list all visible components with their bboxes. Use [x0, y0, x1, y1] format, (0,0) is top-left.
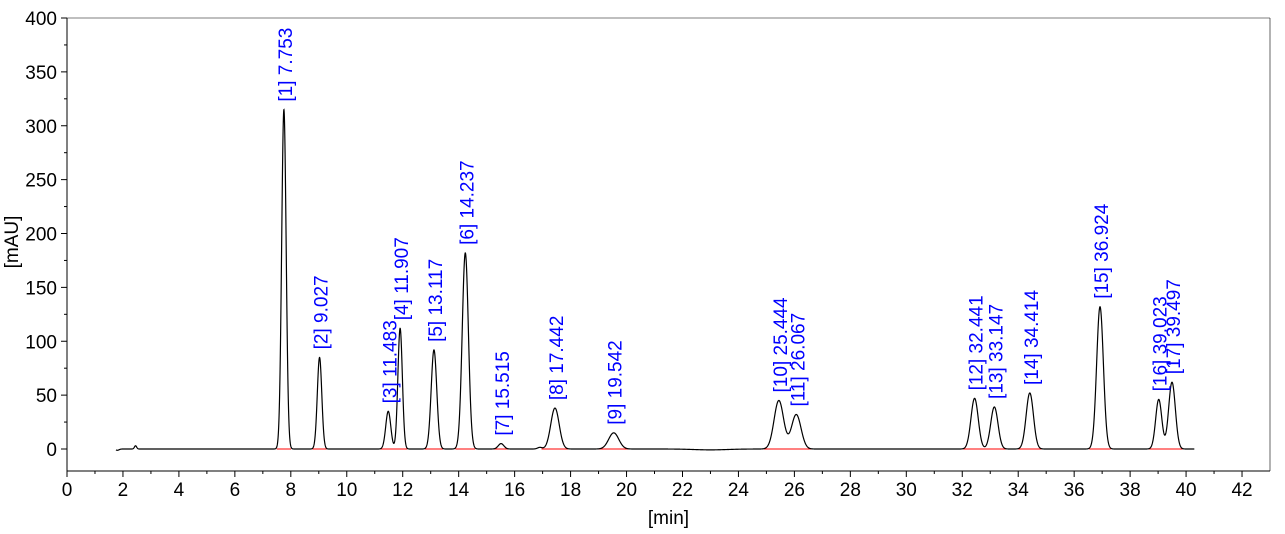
- y-tick-label: 250: [25, 171, 57, 192]
- x-tick-label: 34: [1008, 480, 1030, 501]
- x-tick-label: 42: [1231, 480, 1252, 501]
- y-axis-label: [mAU]: [2, 216, 23, 269]
- peak-label: [13] 33.147: [986, 304, 1007, 399]
- x-tick-label: 22: [672, 480, 693, 501]
- peak-label: [12] 32.441: [967, 295, 988, 390]
- peak-label: [16] 39.023: [1151, 296, 1172, 391]
- peak-label: [8] 17.442: [547, 316, 568, 401]
- chromatogram-trace: [115, 108, 1195, 451]
- x-tick-label: 30: [896, 480, 917, 501]
- y-tick-label: 100: [25, 332, 57, 353]
- x-tick-label: 12: [392, 480, 413, 501]
- peak-label: [2] 9.027: [312, 275, 333, 349]
- x-tick-label: 32: [952, 480, 973, 501]
- y-tick-label: 0: [46, 440, 57, 461]
- y-tick-label: 350: [25, 63, 57, 84]
- peak-label: [1] 7.753: [276, 28, 297, 102]
- x-tick-label: 26: [784, 480, 805, 501]
- x-tick-label: 4: [174, 480, 185, 501]
- y-tick-label: 200: [25, 225, 57, 246]
- peak-label: [3] 11.483: [380, 320, 401, 403]
- x-axis-label: [min]: [648, 508, 689, 529]
- peak-label: [14] 34.414: [1022, 289, 1043, 385]
- x-tick-label: 16: [504, 480, 525, 501]
- y-tick-label: 400: [25, 9, 57, 30]
- axes: 0 2 4 6 8 10 12 14 16 18 20 22 24 26 28 30 32 34 36 38 40 420…: [25, 9, 1271, 501]
- y-tick-label: 300: [25, 117, 57, 138]
- x-tick-label: 8: [286, 480, 297, 501]
- peak-label: [9] 19.542: [606, 340, 627, 425]
- x-tick-label: 10: [336, 480, 357, 501]
- peak-label: [4] 11.907: [392, 237, 413, 320]
- y-tick-label: 150: [25, 278, 57, 299]
- peak-label: [11] 26.067: [788, 313, 809, 407]
- x-tick-label: 18: [560, 480, 581, 501]
- peak-label: [6] 14.237: [457, 160, 478, 245]
- x-tick-label: 28: [840, 480, 861, 501]
- x-tick-label: 38: [1120, 480, 1141, 501]
- y-tick-label: 50: [36, 386, 57, 407]
- peak-label: [10] 25.444: [771, 297, 792, 393]
- x-tick-label: 14: [448, 480, 470, 501]
- peak-label: [15] 36.924: [1092, 203, 1113, 299]
- x-tick-label: 24: [728, 480, 750, 501]
- x-tick-label: 20: [616, 480, 637, 501]
- peak-label: [7] 15.515: [493, 351, 514, 436]
- x-tick-label: 40: [1175, 480, 1196, 501]
- x-tick-label: 36: [1064, 480, 1085, 501]
- peak-labels: [1] 7.753 [2] 9.027 [3] 11.483[4] 11.907 [5…: [276, 28, 1185, 436]
- peak-label: [17] 39.497: [1164, 279, 1185, 374]
- peak-label: [5] 13.117: [426, 259, 447, 342]
- x-tick-label: 2: [118, 480, 129, 501]
- x-tick-label: 6: [230, 480, 241, 501]
- x-tick-label: 0: [62, 480, 73, 501]
